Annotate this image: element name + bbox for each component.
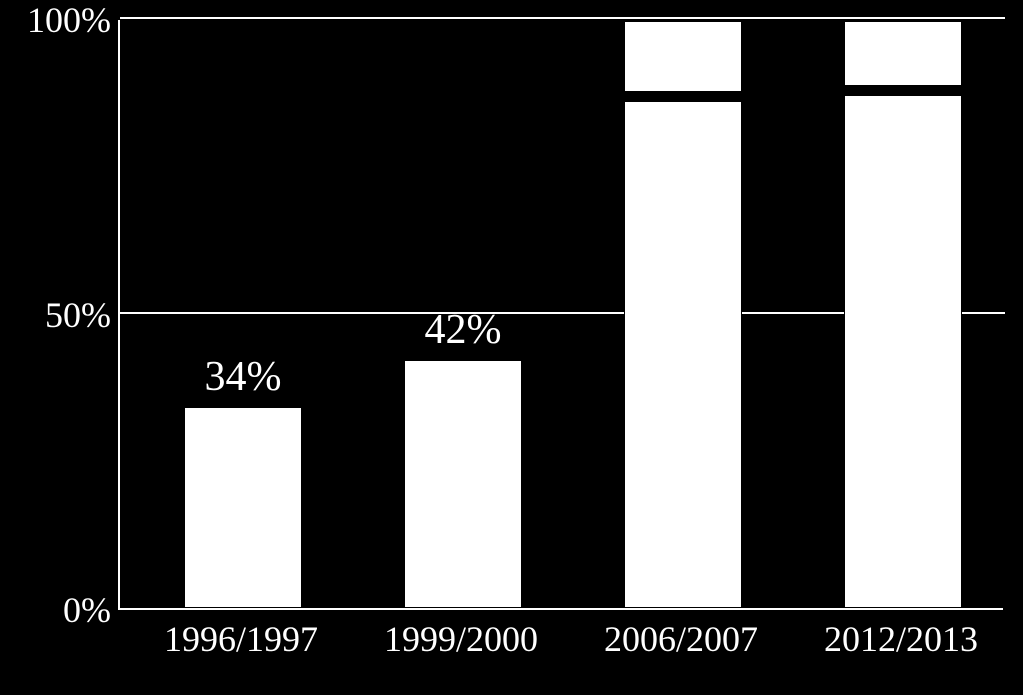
y-axis-label: 0% <box>63 589 111 631</box>
y-axis-label: 100% <box>27 0 111 41</box>
bar-value-label: 34% <box>205 353 282 401</box>
bar-segment <box>404 360 522 608</box>
x-axis-label: 2012/2013 <box>824 618 978 660</box>
gridline <box>120 17 1005 19</box>
chart-container: 34% 42% <box>118 20 1003 610</box>
bar-segment <box>184 407 302 608</box>
bar-value-label: 42% <box>425 306 502 354</box>
bar-segment <box>844 95 962 608</box>
x-axis-label: 1996/1997 <box>164 618 318 660</box>
x-axis-label: 1999/2000 <box>384 618 538 660</box>
bar-segment <box>624 21 742 92</box>
bar-segment <box>844 21 962 86</box>
bar-segment <box>624 101 742 608</box>
x-axis-label: 2006/2007 <box>604 618 758 660</box>
plot-area: 34% 42% <box>118 20 1003 610</box>
y-axis-label: 50% <box>45 294 111 336</box>
